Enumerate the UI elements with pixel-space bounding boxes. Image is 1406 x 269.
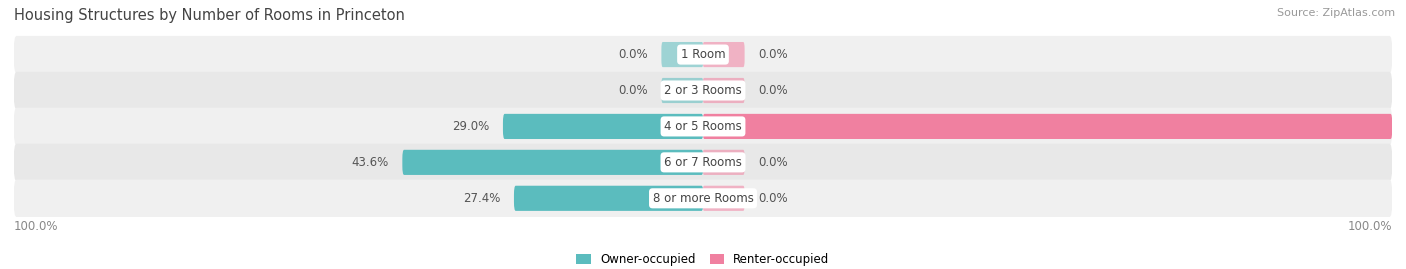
Text: Source: ZipAtlas.com: Source: ZipAtlas.com: [1277, 8, 1395, 18]
Text: Housing Structures by Number of Rooms in Princeton: Housing Structures by Number of Rooms in…: [14, 8, 405, 23]
FancyBboxPatch shape: [703, 114, 1392, 139]
FancyBboxPatch shape: [14, 180, 1392, 217]
Text: 100.0%: 100.0%: [1347, 220, 1392, 233]
Text: 4 or 5 Rooms: 4 or 5 Rooms: [664, 120, 742, 133]
FancyBboxPatch shape: [703, 186, 745, 211]
Text: 29.0%: 29.0%: [453, 120, 489, 133]
FancyBboxPatch shape: [503, 114, 703, 139]
Text: 27.4%: 27.4%: [463, 192, 501, 205]
FancyBboxPatch shape: [703, 78, 745, 103]
Text: 8 or more Rooms: 8 or more Rooms: [652, 192, 754, 205]
FancyBboxPatch shape: [402, 150, 703, 175]
FancyBboxPatch shape: [661, 78, 703, 103]
Text: 43.6%: 43.6%: [352, 156, 389, 169]
FancyBboxPatch shape: [515, 186, 703, 211]
Text: 0.0%: 0.0%: [758, 48, 787, 61]
Text: 2 or 3 Rooms: 2 or 3 Rooms: [664, 84, 742, 97]
FancyBboxPatch shape: [703, 42, 745, 67]
Text: 0.0%: 0.0%: [619, 48, 648, 61]
FancyBboxPatch shape: [661, 42, 703, 67]
FancyBboxPatch shape: [14, 108, 1392, 145]
Text: 0.0%: 0.0%: [758, 156, 787, 169]
Text: 100.0%: 100.0%: [14, 220, 59, 233]
Legend: Owner-occupied, Renter-occupied: Owner-occupied, Renter-occupied: [572, 249, 834, 269]
FancyBboxPatch shape: [703, 150, 745, 175]
Text: 0.0%: 0.0%: [619, 84, 648, 97]
Text: 0.0%: 0.0%: [758, 84, 787, 97]
FancyBboxPatch shape: [14, 72, 1392, 109]
FancyBboxPatch shape: [14, 36, 1392, 73]
Text: 6 or 7 Rooms: 6 or 7 Rooms: [664, 156, 742, 169]
Text: 1 Room: 1 Room: [681, 48, 725, 61]
Text: 0.0%: 0.0%: [758, 192, 787, 205]
FancyBboxPatch shape: [14, 144, 1392, 181]
